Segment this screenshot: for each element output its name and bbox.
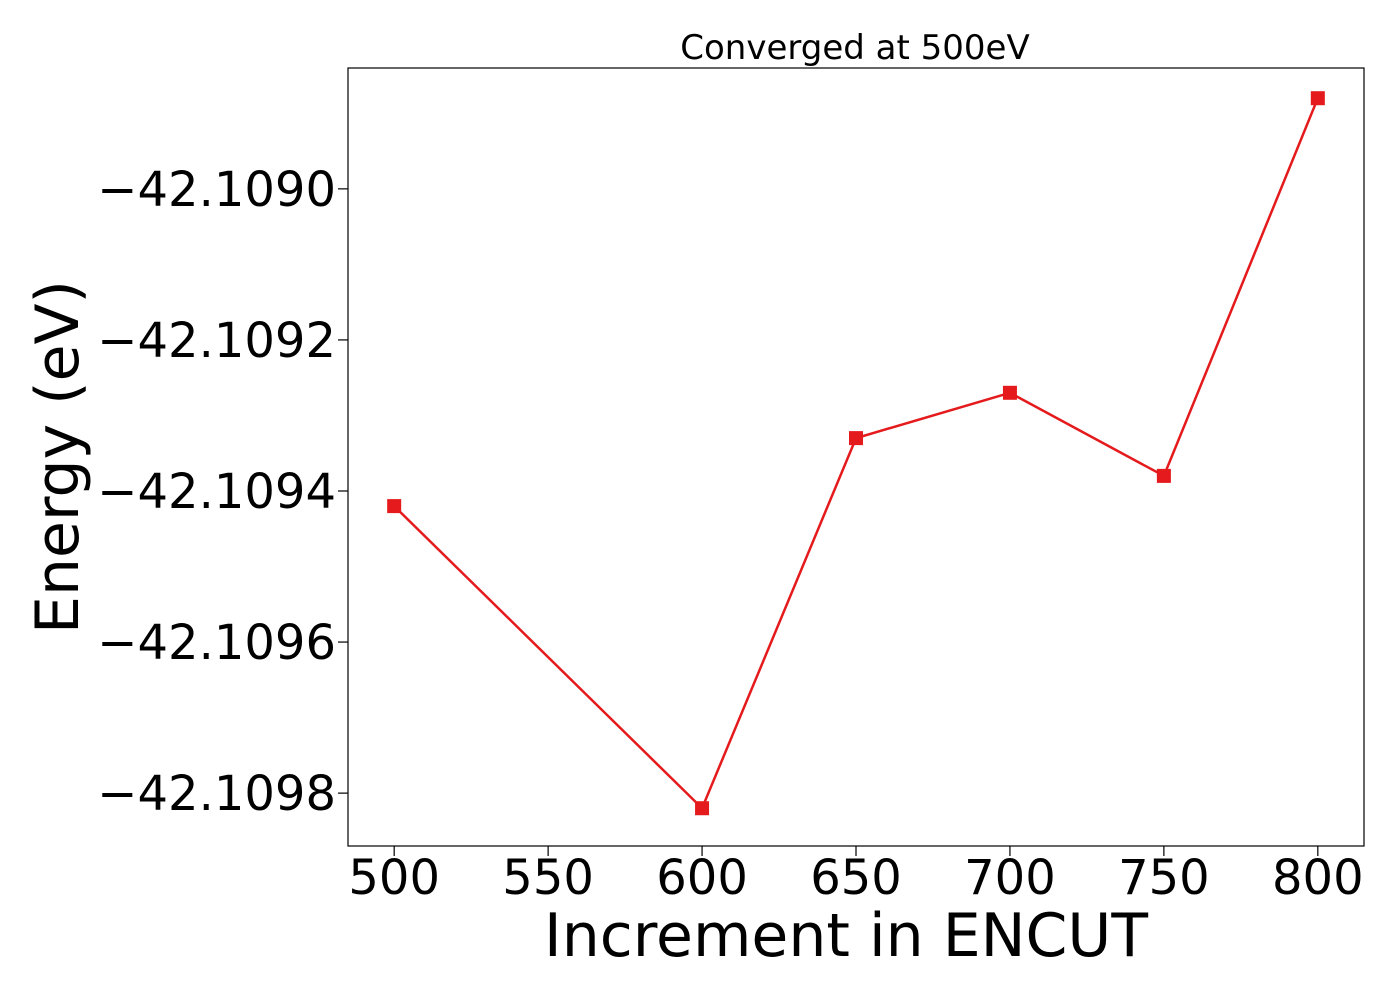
y-tick-label: −42.1094 xyxy=(97,464,336,520)
x-axis: 500 550 600 650 700 750 800 xyxy=(348,846,1364,906)
data-point xyxy=(1310,91,1325,106)
data-point xyxy=(1002,385,1017,400)
x-tick-label: 700 xyxy=(964,850,1056,906)
plot-frame xyxy=(347,67,1365,847)
y-axis-label: Energy (eV) xyxy=(23,280,93,634)
plot-area xyxy=(387,91,1325,816)
x-tick-label: 600 xyxy=(656,850,748,906)
series-line xyxy=(393,97,1319,811)
x-axis-label: Increment in ENCUT xyxy=(544,901,1148,971)
x-tick-label: 750 xyxy=(1118,850,1210,906)
y-tick-label: −42.1090 xyxy=(97,162,336,218)
y-tick-label: −42.1098 xyxy=(97,766,336,822)
x-tick-label: 550 xyxy=(502,850,594,906)
data-point xyxy=(1156,468,1171,483)
y-tick-label: −42.1096 xyxy=(97,615,336,671)
chart-title: Converged at 500eV xyxy=(680,28,1029,68)
data-point xyxy=(387,499,402,514)
y-tick-label: −42.1092 xyxy=(97,313,336,369)
data-point xyxy=(695,801,710,816)
x-tick-label: 500 xyxy=(348,850,440,906)
data-point xyxy=(849,431,863,446)
x-tick-label: 800 xyxy=(1272,850,1364,906)
y-axis: −42.1098 −42.1096 −42.1094 −42.1092 −42.1090 xyxy=(97,162,348,822)
x-tick-label: 650 xyxy=(810,850,902,906)
